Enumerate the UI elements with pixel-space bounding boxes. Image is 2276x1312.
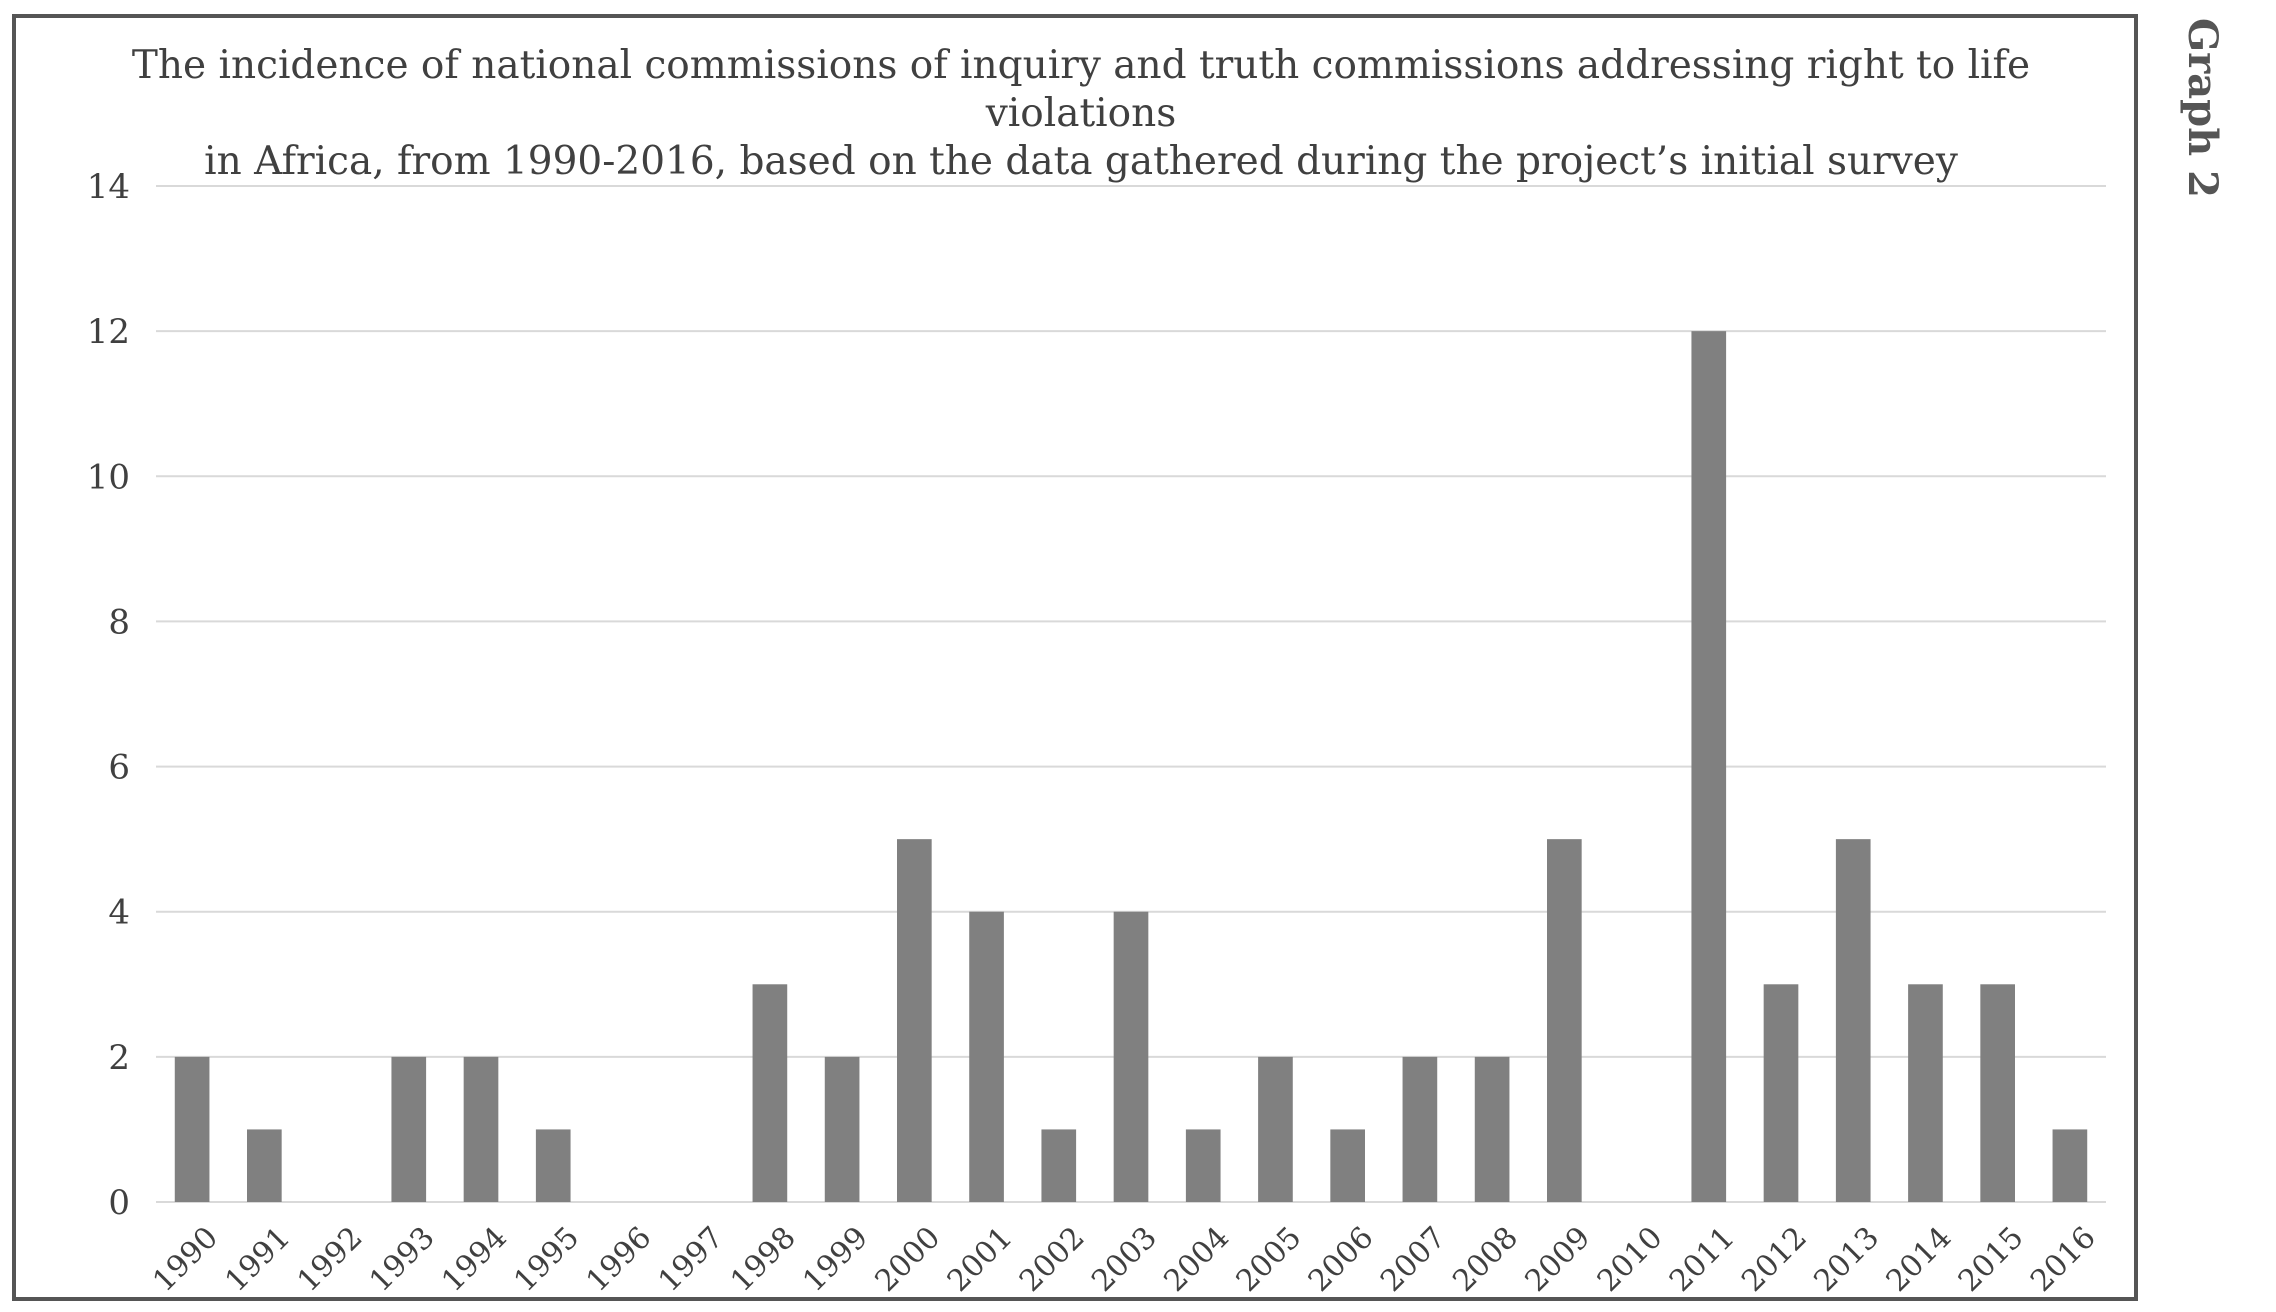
x-tick-label-2005: 2005 [1230, 1220, 1309, 1299]
bar-1998 [752, 984, 788, 1202]
bar-1993 [391, 1056, 427, 1202]
bar-2008 [1474, 1056, 1510, 1202]
bar-2006 [1330, 1129, 1365, 1202]
chart-title: The incidence of national commissions of… [116, 42, 2046, 186]
bar-2014 [1908, 984, 1943, 1202]
x-tick-label-2000: 2000 [869, 1220, 948, 1299]
x-tick-label-1992: 1992 [291, 1220, 370, 1299]
x-tick-label-2012: 2012 [1735, 1220, 1814, 1299]
x-tick-label-2010: 2010 [1591, 1220, 1670, 1299]
x-tick-label-1993: 1993 [363, 1220, 442, 1299]
x-tick-label-2004: 2004 [1157, 1220, 1236, 1299]
bar-1999 [824, 1056, 860, 1202]
bar-2001 [969, 911, 1004, 1202]
x-axis-tick-labels: 1990199119921993199419951996199719981999… [146, 1220, 2103, 1299]
x-tick-label-2014: 2014 [1880, 1220, 1959, 1299]
bar-2002 [1041, 1129, 1077, 1202]
x-tick-label-2002: 2002 [1013, 1220, 1092, 1299]
graph-number-text: Graph 2 [2179, 18, 2226, 198]
bar-2013 [1835, 839, 1871, 1202]
bar-2007 [1402, 1056, 1438, 1202]
bar-2003 [1113, 911, 1149, 1202]
y-tick-label: 8 [108, 602, 130, 642]
x-tick-label-2011: 2011 [1663, 1220, 1742, 1299]
x-tick-label-2009: 2009 [1519, 1220, 1598, 1299]
x-tick-label-2003: 2003 [1085, 1220, 1164, 1299]
bar-2005 [1258, 1056, 1293, 1202]
x-tick-label-1995: 1995 [507, 1220, 586, 1299]
x-tick-label-2016: 2016 [2024, 1220, 2103, 1299]
bar-2012 [1763, 984, 1799, 1202]
x-tick-label-2008: 2008 [1446, 1220, 1525, 1299]
y-tick-label: 12 [87, 312, 130, 352]
x-tick-label-1990: 1990 [146, 1220, 225, 1299]
y-tick-label: 14 [87, 167, 130, 207]
x-tick-label-1991: 1991 [219, 1220, 298, 1299]
y-tick-label: 6 [108, 748, 130, 788]
bar-1994 [463, 1056, 499, 1202]
bar-1990 [174, 1056, 210, 1202]
y-tick-label: 2 [108, 1038, 130, 1078]
bar-2000 [897, 839, 932, 1202]
x-tick-label-1996: 1996 [580, 1220, 659, 1299]
bar-2004 [1185, 1129, 1221, 1202]
y-axis-tick-labels: 0 2 4 6 8 10 12 14 [87, 167, 130, 1223]
bars [174, 331, 2088, 1203]
x-tick-label-2001: 2001 [941, 1220, 1020, 1299]
chart-title-line-2: in Africa, from 1990-2016, based on the … [204, 139, 1958, 184]
x-tick-label-2013: 2013 [1807, 1220, 1886, 1299]
x-tick-label-1994: 1994 [435, 1220, 514, 1299]
bar-2015 [1980, 984, 2015, 1202]
chart-frame: The incidence of national commissions of… [12, 14, 2138, 1301]
y-tick-label: 0 [108, 1183, 130, 1223]
bar-chart: 0 2 4 6 8 10 12 14 1990199119921993199419951996… [87, 167, 2106, 1299]
bar-2011 [1691, 331, 1727, 1203]
x-tick-label-2007: 2007 [1374, 1220, 1453, 1299]
x-tick-label-1998: 1998 [724, 1220, 803, 1299]
y-tick-label: 4 [108, 893, 130, 933]
bar-2009 [1547, 839, 1582, 1202]
y-tick-label: 10 [87, 457, 130, 497]
x-tick-label-2015: 2015 [1952, 1220, 2031, 1299]
bar-2016 [2052, 1129, 2088, 1202]
x-tick-label-1999: 1999 [796, 1220, 875, 1299]
x-tick-label-2006: 2006 [1302, 1220, 1381, 1299]
bar-1995 [535, 1129, 571, 1202]
x-tick-label-1997: 1997 [652, 1220, 731, 1299]
bar-1991 [247, 1129, 282, 1202]
graph-number-label: Graph 2 [2176, 18, 2236, 218]
chart-title-line-1: The incidence of national commissions of… [131, 43, 2031, 136]
